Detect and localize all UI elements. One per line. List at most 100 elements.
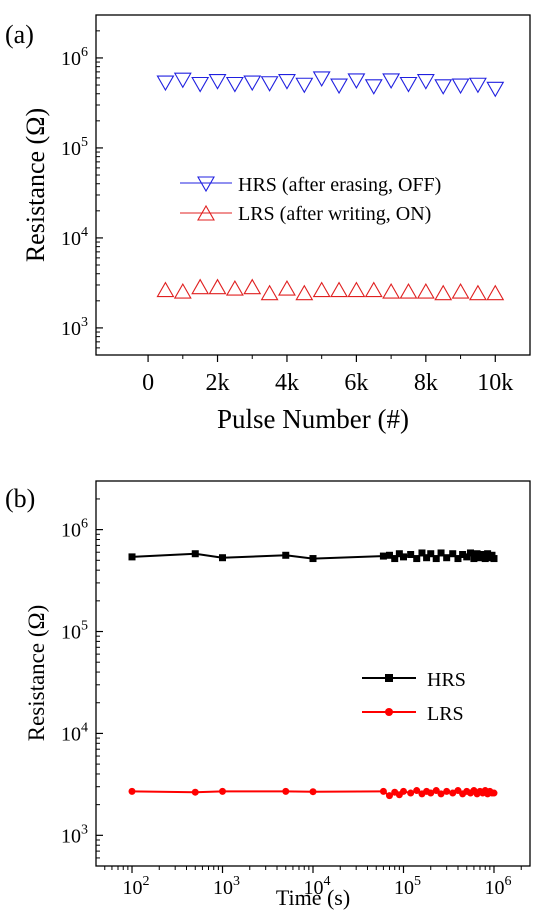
x-tick-label: 105 bbox=[394, 874, 421, 899]
lrs-point bbox=[490, 789, 498, 797]
lrs-point bbox=[434, 284, 453, 301]
hrs-point bbox=[225, 76, 244, 93]
hrs-point bbox=[379, 552, 387, 560]
hrs-point bbox=[481, 555, 489, 563]
panel-b-legend: HRS LRS bbox=[362, 669, 466, 725]
x-tick-label: 6k bbox=[344, 370, 368, 396]
hrs-point bbox=[432, 555, 440, 563]
y-tick-label: 103 bbox=[61, 822, 88, 847]
lrs-point bbox=[486, 284, 505, 301]
y-tick-label: 106 bbox=[61, 517, 88, 542]
legend-lrs-marker bbox=[385, 708, 393, 716]
lrs-point bbox=[427, 789, 435, 797]
hrs-point bbox=[191, 76, 210, 93]
hrs-point bbox=[443, 554, 451, 562]
x-tick-label: 103 bbox=[213, 874, 240, 899]
lrs-point bbox=[468, 284, 487, 301]
lrs-point bbox=[295, 284, 314, 301]
y-tick-label: 104 bbox=[61, 225, 88, 250]
hrs-point bbox=[278, 74, 296, 90]
lrs-point bbox=[309, 788, 317, 796]
x-tick-label: 0 bbox=[142, 370, 154, 396]
hrs-point bbox=[295, 77, 314, 94]
lrs-point bbox=[437, 790, 445, 798]
panel-a-plot-frame bbox=[95, 14, 531, 356]
lrs-point bbox=[243, 278, 262, 295]
hrs-point bbox=[484, 550, 492, 558]
hrs-point bbox=[473, 550, 481, 558]
hrs-point bbox=[128, 553, 136, 561]
lrs-point bbox=[191, 278, 210, 295]
hrs-point bbox=[191, 550, 199, 558]
hrs-point bbox=[330, 78, 348, 95]
lrs-point bbox=[156, 281, 175, 298]
hrs-point bbox=[434, 79, 453, 95]
panel-a: (a) 103 104 105 106 0 2k 4k 6k 8k 10k Pulse Numb… bbox=[5, 14, 531, 434]
y-tick-label: 104 bbox=[61, 720, 88, 745]
lrs-point bbox=[347, 281, 366, 298]
panel-b-label: (b) bbox=[5, 484, 35, 513]
hrs-point bbox=[347, 73, 366, 90]
hrs-point bbox=[423, 554, 431, 562]
x-tick-label: 4k bbox=[275, 370, 299, 396]
hrs-point bbox=[451, 78, 470, 95]
lrs-point bbox=[330, 281, 348, 298]
hrs-point bbox=[385, 551, 393, 559]
hrs-point bbox=[395, 550, 403, 558]
hrs-point bbox=[391, 555, 399, 563]
lrs-point bbox=[278, 279, 296, 296]
hrs-point bbox=[479, 550, 487, 558]
hrs-point bbox=[418, 549, 426, 557]
lrs-point bbox=[225, 279, 244, 296]
hrs-point bbox=[219, 554, 227, 562]
hrs-point bbox=[449, 550, 457, 558]
lrs-point bbox=[379, 787, 387, 795]
panel-a-label: (a) bbox=[5, 20, 34, 49]
lrs-point bbox=[128, 787, 136, 795]
hrs-point bbox=[243, 75, 262, 92]
panel-b-y-axis-label: Resistance (Ω) bbox=[24, 605, 49, 742]
hrs-point bbox=[399, 76, 418, 93]
panel-b-x-axis-label: Time (s) bbox=[276, 885, 350, 910]
hrs-point bbox=[364, 79, 383, 95]
lrs-point bbox=[451, 282, 470, 299]
hrs-point bbox=[309, 555, 317, 563]
hrs-point bbox=[463, 553, 471, 561]
legend-hrs-label: HRS (after erasing, OFF) bbox=[238, 174, 441, 196]
lrs-point bbox=[191, 788, 199, 796]
panel-a-x-axis-label: Pulse Number (#) bbox=[217, 404, 409, 434]
hrs-point bbox=[382, 73, 401, 90]
panel-a-legend: HRS (after erasing, OFF) LRS (after writ… bbox=[180, 174, 441, 225]
hrs-point bbox=[413, 555, 421, 563]
x-tick-label: 8k bbox=[414, 370, 438, 396]
hrs-point bbox=[486, 81, 505, 98]
hrs-point bbox=[427, 550, 435, 558]
y-tick-label: 106 bbox=[61, 45, 88, 70]
x-tick-label: 106 bbox=[484, 874, 511, 899]
hrs-point bbox=[312, 71, 331, 88]
hrs-point bbox=[468, 77, 487, 94]
hrs-point bbox=[208, 74, 227, 90]
hrs-point bbox=[399, 553, 407, 561]
lrs-point bbox=[312, 281, 331, 298]
hrs-point bbox=[156, 75, 175, 92]
y-tick-label: 105 bbox=[61, 135, 88, 160]
x-tick-label: 102 bbox=[123, 874, 150, 899]
y-tick-label: 105 bbox=[61, 619, 88, 644]
lrs-point bbox=[407, 789, 415, 797]
hrs-point bbox=[490, 555, 498, 563]
hrs-point bbox=[437, 549, 445, 557]
hrs-point bbox=[454, 555, 462, 563]
lrs-point bbox=[282, 787, 290, 795]
legend-hrs-marker bbox=[385, 674, 393, 682]
lrs-point bbox=[413, 787, 421, 795]
lrs-point bbox=[449, 789, 457, 797]
lrs-point bbox=[385, 792, 393, 800]
legend-lrs-marker bbox=[197, 204, 215, 221]
panel-b: (b) 103 104 105 106 102 103 104 105 106 Time (s… bbox=[5, 480, 531, 910]
lrs-point bbox=[173, 282, 192, 299]
lrs-point bbox=[382, 282, 401, 299]
legend-hrs-label: HRS bbox=[427, 669, 466, 691]
legend-lrs-label: LRS bbox=[427, 703, 464, 725]
